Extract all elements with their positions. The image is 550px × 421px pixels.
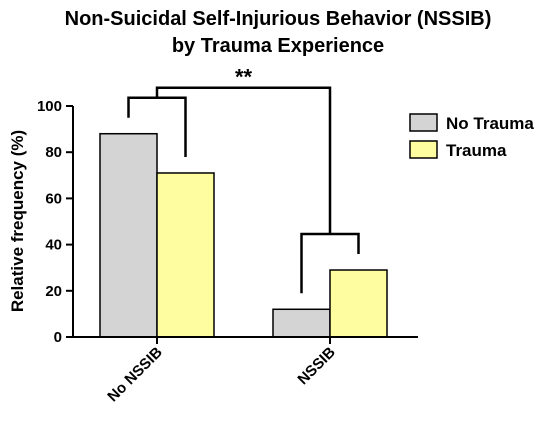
legend-swatch bbox=[409, 113, 438, 132]
bar-trauma-no-nssib bbox=[156, 172, 215, 338]
y-tick-label: 60 bbox=[45, 190, 62, 207]
y-axis: 0 20 40 60 80 100 bbox=[37, 98, 74, 346]
y-tick-label: 20 bbox=[45, 283, 62, 300]
x-tick-label: NSSIB bbox=[294, 344, 339, 389]
legend-label: No Trauma bbox=[446, 114, 534, 133]
chart-subtitle: by Trauma Experience bbox=[172, 35, 384, 57]
y-tick-label: 0 bbox=[54, 329, 62, 346]
y-tick-label: 80 bbox=[45, 144, 62, 161]
legend-swatch bbox=[409, 140, 438, 159]
bars bbox=[99, 132, 388, 338]
legend-label: Trauma bbox=[446, 141, 507, 160]
significance-label: ** bbox=[235, 65, 253, 90]
chart-title: Non-Suicidal Self-Injurious Behavior (NS… bbox=[65, 8, 492, 30]
significance-brackets: ** bbox=[127, 65, 360, 294]
x-tick-label: No NSSIB bbox=[104, 344, 166, 406]
y-tick-label: 40 bbox=[45, 237, 62, 254]
legend: No Trauma Trauma bbox=[409, 113, 534, 160]
x-axis: No NSSIB NSSIB bbox=[73, 336, 418, 406]
y-tick-label: 100 bbox=[37, 98, 62, 115]
y-axis-label: Relative frequency (%) bbox=[8, 130, 27, 312]
bar-no-trauma-nssib bbox=[272, 308, 331, 338]
comparison-bracket bbox=[155, 86, 332, 235]
bar-no-trauma-no-nssib bbox=[99, 132, 158, 338]
bar-trauma-nssib bbox=[329, 269, 388, 338]
